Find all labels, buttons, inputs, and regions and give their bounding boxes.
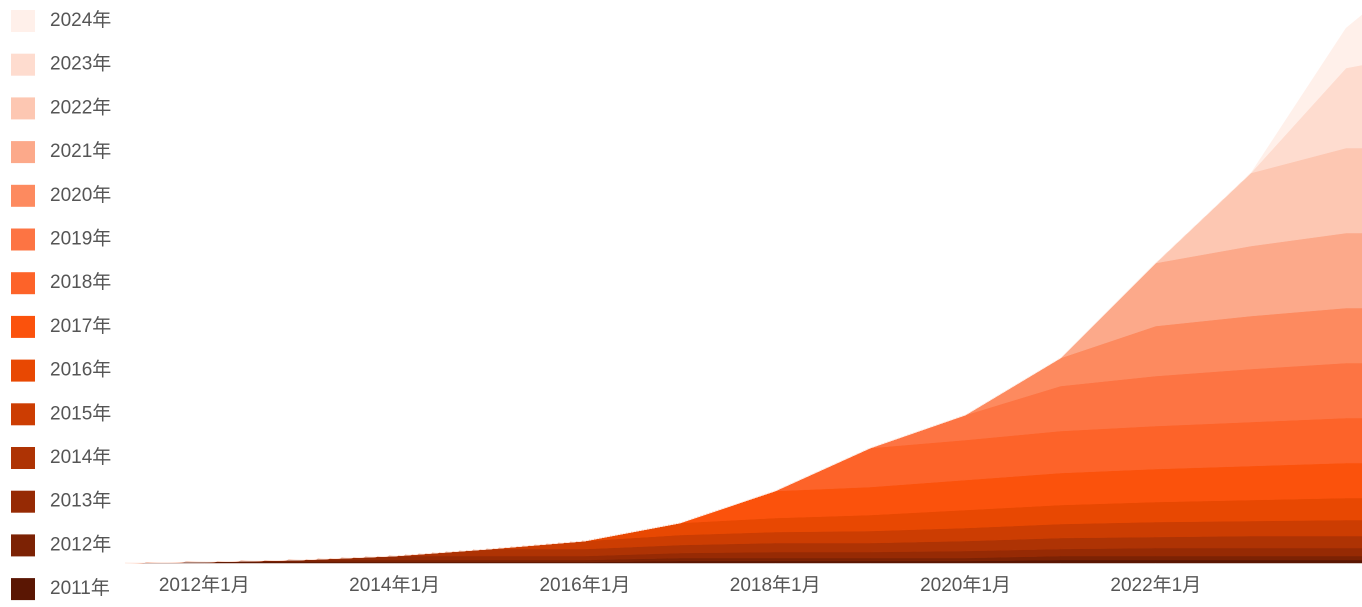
area xyxy=(124,14,1362,564)
legend-label: 2013年 xyxy=(50,490,111,512)
legend-label: 2011年 xyxy=(50,577,110,599)
legend-label: 2012年 xyxy=(50,533,111,555)
legend-swatch xyxy=(11,315,35,338)
legend-swatch xyxy=(11,141,35,164)
x-tick-label: 2018年1月 xyxy=(730,574,821,596)
legend-swatch xyxy=(11,228,35,251)
legend-label: 2021年 xyxy=(50,140,111,162)
x-tick-label: 2016年1月 xyxy=(539,574,630,596)
x-tick-label: 2012年1月 xyxy=(159,574,250,596)
legend-label: 2023年 xyxy=(50,53,111,75)
legend-swatch xyxy=(11,272,35,295)
legend-swatch xyxy=(11,490,35,513)
legend-label: 2015年 xyxy=(50,402,111,424)
legend-label: 2017年 xyxy=(50,315,111,337)
legend-label: 2024年 xyxy=(50,9,111,31)
legend-label: 2018年 xyxy=(50,271,111,293)
legend-label: 2020年 xyxy=(50,184,111,206)
legend-label: 2022年 xyxy=(50,96,111,118)
legend-swatch xyxy=(11,359,35,382)
legend-label: 2019年 xyxy=(50,228,111,250)
legend-swatch xyxy=(11,10,35,32)
legend-swatch xyxy=(11,403,35,426)
x-tick-label: 2014年1月 xyxy=(349,574,440,596)
x-tick-label: 2022年1月 xyxy=(1110,574,1201,596)
legend-swatch xyxy=(11,534,35,557)
legend-swatch xyxy=(11,53,35,76)
legend-swatch xyxy=(11,578,35,601)
legend-swatch xyxy=(11,447,35,469)
legend-label: 2016年 xyxy=(50,359,111,381)
legend-label: 2014年 xyxy=(50,446,111,468)
x-tick-label: 2020年1月 xyxy=(920,574,1011,596)
legend-swatch xyxy=(11,97,35,120)
legend-swatch xyxy=(11,184,35,207)
